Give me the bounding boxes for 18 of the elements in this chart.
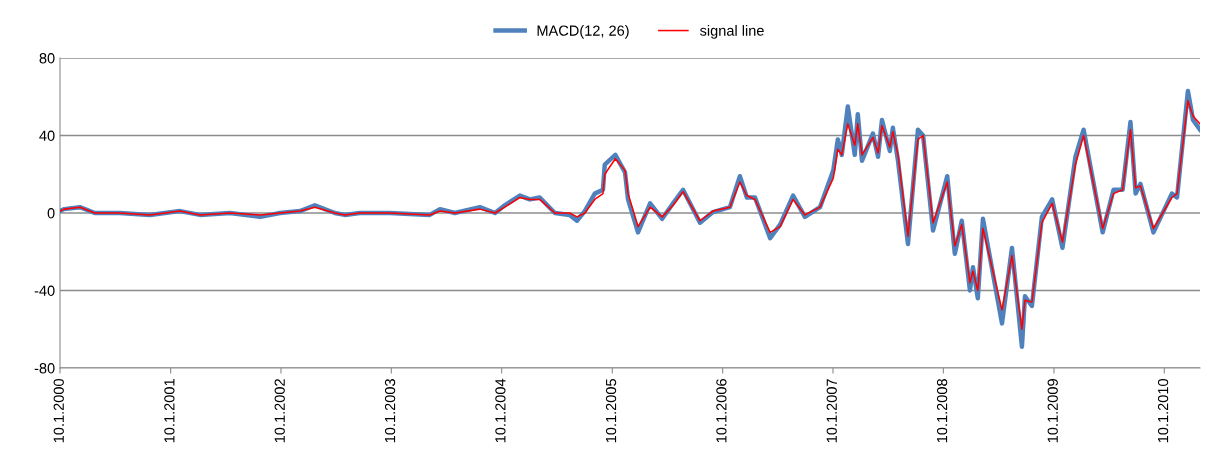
x-tick-label: 10.1.2008 — [936, 379, 948, 443]
x-tick-label: 10.1.2009 — [1047, 379, 1058, 443]
x-tick-label: 10.1.2000 — [53, 378, 64, 443]
x-tick-label: 10.1.2002 — [274, 379, 285, 443]
y-tick-label: -40 — [34, 285, 55, 296]
legend-label: MACD(12, 26) — [537, 25, 629, 39]
y-tick-label: -80 — [34, 363, 55, 374]
legend-label: signal line — [699, 25, 764, 39]
x-tick-label: 10.1.2003 — [384, 379, 396, 443]
x-tick-label: 10.1.2004 — [495, 378, 506, 443]
y-tick-label: 80 — [39, 53, 55, 64]
x-tick-label: 10.1.2010 — [1157, 378, 1169, 443]
x-tick-label: 10.1.2007 — [826, 379, 837, 443]
y-tick-label: 40 — [39, 130, 55, 141]
x-tick-label: 10.1.2005 — [605, 379, 617, 443]
y-tick-label: 0 — [47, 208, 55, 219]
x-tick-label: 10.1.2001 — [164, 379, 175, 443]
x-tick-label: 10.1.2006 — [716, 379, 727, 443]
